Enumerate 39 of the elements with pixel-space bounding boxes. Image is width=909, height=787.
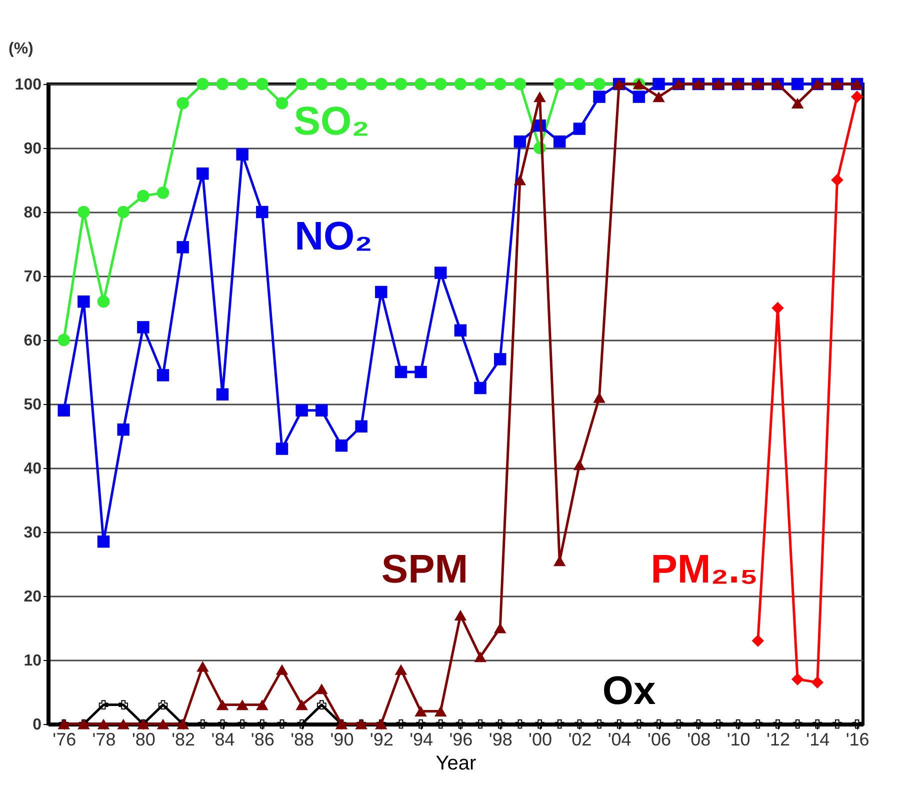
x-tick-label: '86 xyxy=(250,730,274,750)
y-axis-title: (%) xyxy=(8,40,34,58)
series-label: SPM xyxy=(381,547,468,592)
x-tick-label: '82 xyxy=(172,730,196,750)
x-tick-label: '02 xyxy=(568,730,592,750)
x-tick-label: '04 xyxy=(608,730,632,750)
x-tick-label: '90 xyxy=(330,730,354,750)
x-tick-label: '14 xyxy=(806,730,830,750)
series-label: SO₂ xyxy=(294,99,370,144)
x-tick-label: '16 xyxy=(846,730,870,750)
series-label: NO₂ xyxy=(294,214,372,259)
x-tick-label: '84 xyxy=(211,730,235,750)
y-tick-label: 30 xyxy=(24,524,42,542)
x-tick-label: '00 xyxy=(528,730,552,750)
y-tick-label: 60 xyxy=(24,332,42,350)
series-label: PM₂.₅ xyxy=(650,547,758,592)
series-label: Ox xyxy=(602,669,656,713)
x-tick-label: '88 xyxy=(290,730,314,750)
x-axis-title: Year xyxy=(436,752,477,774)
x-tick-label: '92 xyxy=(370,730,394,750)
y-tick-label: 100 xyxy=(14,76,42,94)
y-tick-label: 10 xyxy=(24,652,42,670)
x-tick-label: '78 xyxy=(92,730,116,750)
y-tick-label: 0 xyxy=(32,716,42,734)
x-tick-label: '10 xyxy=(726,730,750,750)
x-tick-label: '12 xyxy=(766,730,790,750)
x-tick-label: '96 xyxy=(449,730,473,750)
y-tick-label: 40 xyxy=(24,460,42,478)
y-tick-label: 80 xyxy=(24,204,42,222)
x-tick-label: '08 xyxy=(687,730,711,750)
y-tick-label: 50 xyxy=(24,396,42,414)
y-tick-label: 90 xyxy=(24,140,42,158)
x-tick-label: '06 xyxy=(648,730,671,750)
x-tick-label: '94 xyxy=(410,730,434,750)
x-tick-label: '76 xyxy=(52,730,76,750)
y-tick-label: 20 xyxy=(24,588,42,606)
y-tick-label: 70 xyxy=(24,268,42,286)
x-tick-label: '98 xyxy=(488,730,512,750)
x-tick-label: '80 xyxy=(132,730,156,750)
